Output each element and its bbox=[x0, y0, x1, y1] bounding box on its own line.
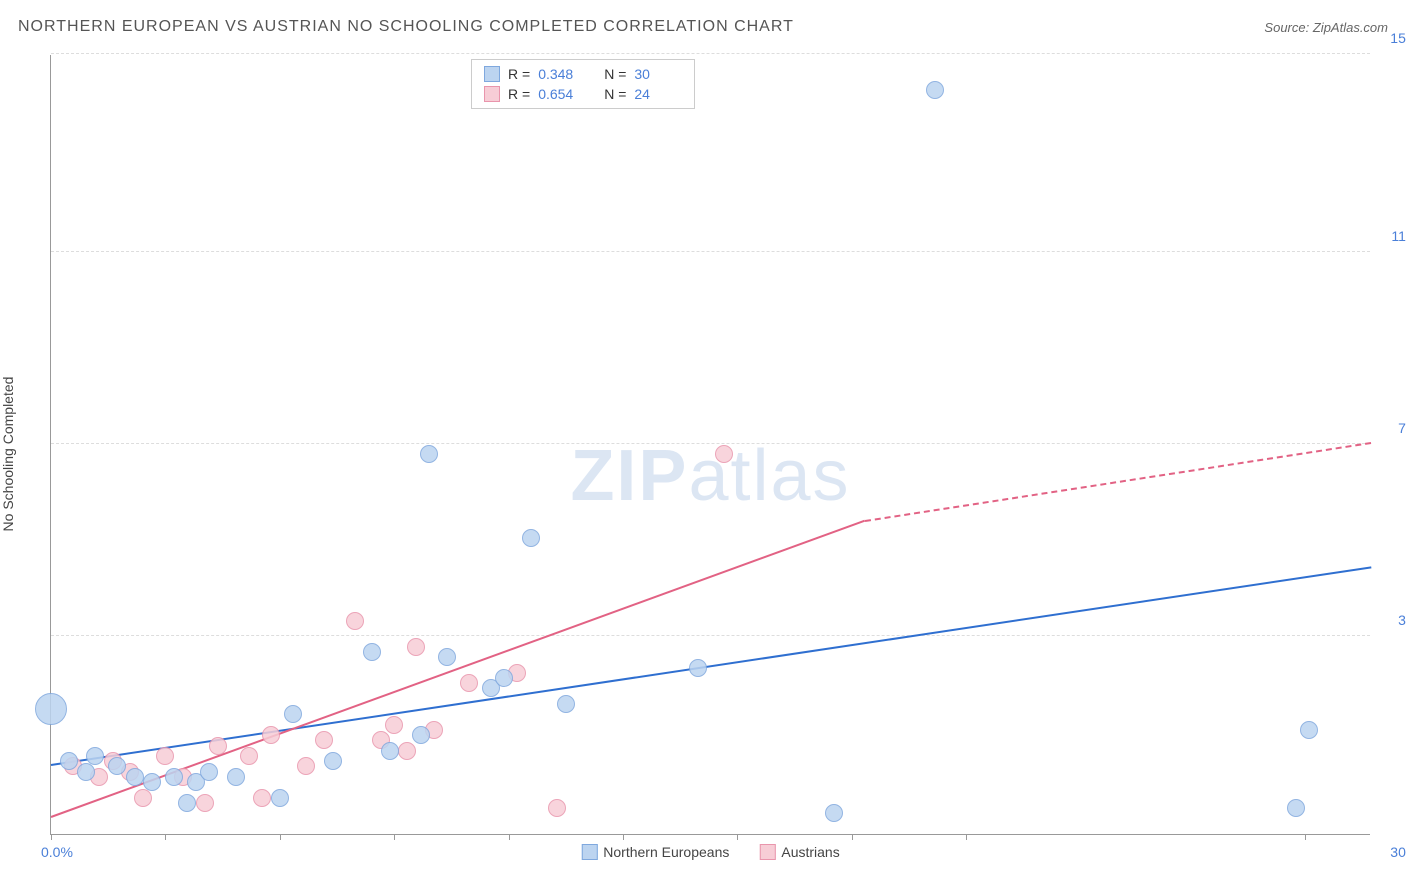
r-value: 0.654 bbox=[538, 86, 586, 102]
y-tick-label: 11.2% bbox=[1375, 228, 1406, 244]
x-tick bbox=[623, 834, 624, 840]
data-point-northern bbox=[165, 768, 183, 786]
x-tick bbox=[51, 834, 52, 840]
data-point-northern bbox=[86, 747, 104, 765]
data-point-austrians bbox=[196, 794, 214, 812]
data-point-northern bbox=[1287, 799, 1305, 817]
trend-line-extrapolated bbox=[865, 442, 1371, 522]
chart-header: NORTHERN EUROPEAN VS AUSTRIAN NO SCHOOLI… bbox=[18, 18, 1388, 36]
n-label: N = bbox=[604, 86, 626, 102]
data-point-northern bbox=[178, 794, 196, 812]
data-point-northern bbox=[77, 763, 95, 781]
x-tick bbox=[394, 834, 395, 840]
x-tick bbox=[165, 834, 166, 840]
n-value: 24 bbox=[634, 86, 682, 102]
data-point-austrians bbox=[297, 757, 315, 775]
data-point-northern bbox=[60, 752, 78, 770]
data-point-northern bbox=[381, 742, 399, 760]
data-point-austrians bbox=[346, 612, 364, 630]
r-label: R = bbox=[508, 86, 530, 102]
gridline bbox=[51, 443, 1370, 444]
data-point-northern bbox=[825, 804, 843, 822]
data-point-northern bbox=[926, 81, 944, 99]
data-point-northern bbox=[438, 648, 456, 666]
swatch-northern-icon bbox=[484, 66, 500, 82]
data-point-austrians bbox=[407, 638, 425, 656]
correlation-legend: R = 0.348 N = 30 R = 0.654 N = 24 bbox=[471, 59, 695, 109]
data-point-northern bbox=[271, 789, 289, 807]
legend-row-northern: R = 0.348 N = 30 bbox=[484, 64, 682, 84]
x-tick bbox=[966, 834, 967, 840]
chart-title: NORTHERN EUROPEAN VS AUSTRIAN NO SCHOOLI… bbox=[18, 18, 794, 36]
data-point-northern bbox=[557, 695, 575, 713]
x-tick bbox=[737, 834, 738, 840]
data-point-austrians bbox=[385, 716, 403, 734]
data-point-austrians bbox=[134, 789, 152, 807]
data-point-austrians bbox=[253, 789, 271, 807]
data-point-northern bbox=[108, 757, 126, 775]
x-tick bbox=[852, 834, 853, 840]
y-tick-label: 7.5% bbox=[1375, 420, 1406, 436]
data-point-austrians bbox=[398, 742, 416, 760]
y-tick-label: 15.0% bbox=[1375, 30, 1406, 46]
chart-source: Source: ZipAtlas.com bbox=[1264, 20, 1388, 35]
data-point-austrians bbox=[460, 674, 478, 692]
x-axis-min-label: 0.0% bbox=[41, 844, 73, 860]
data-point-northern bbox=[522, 529, 540, 547]
legend-label: Northern Europeans bbox=[603, 844, 729, 860]
swatch-austrians-icon bbox=[759, 844, 775, 860]
swatch-austrians-icon bbox=[484, 86, 500, 102]
legend-item-northern: Northern Europeans bbox=[581, 844, 729, 860]
gridline bbox=[51, 635, 1370, 636]
legend-label: Austrians bbox=[781, 844, 839, 860]
data-point-northern bbox=[143, 773, 161, 791]
y-tick-label: 3.8% bbox=[1375, 612, 1406, 628]
data-point-austrians bbox=[715, 445, 733, 463]
data-point-northern bbox=[227, 768, 245, 786]
trend-line bbox=[51, 567, 1371, 767]
data-point-northern bbox=[363, 643, 381, 661]
y-axis-label: No Schooling Completed bbox=[0, 377, 16, 532]
data-point-northern bbox=[412, 726, 430, 744]
data-point-northern bbox=[126, 768, 144, 786]
data-point-northern bbox=[200, 763, 218, 781]
data-point-northern bbox=[420, 445, 438, 463]
data-point-austrians bbox=[209, 737, 227, 755]
gridline bbox=[51, 53, 1370, 54]
source-label: Source: bbox=[1264, 20, 1309, 35]
data-point-austrians bbox=[315, 731, 333, 749]
series-legend: Northern Europeans Austrians bbox=[581, 844, 839, 860]
data-point-northern bbox=[495, 669, 513, 687]
data-point-austrians bbox=[548, 799, 566, 817]
data-point-northern bbox=[1300, 721, 1318, 739]
data-point-austrians bbox=[156, 747, 174, 765]
watermark-light: atlas bbox=[688, 436, 850, 516]
x-axis-max-label: 30.0% bbox=[1390, 844, 1406, 860]
data-point-austrians bbox=[240, 747, 258, 765]
watermark-bold: ZIP bbox=[570, 436, 688, 516]
n-value: 30 bbox=[634, 66, 682, 82]
x-tick bbox=[280, 834, 281, 840]
legend-row-austrians: R = 0.654 N = 24 bbox=[484, 84, 682, 104]
gridline bbox=[51, 251, 1370, 252]
data-point-northern bbox=[35, 693, 67, 725]
data-point-northern bbox=[689, 659, 707, 677]
data-point-austrians bbox=[262, 726, 280, 744]
scatter-chart: ZIPatlas R = 0.348 N = 30 R = 0.654 N = … bbox=[50, 55, 1370, 835]
data-point-northern bbox=[284, 705, 302, 723]
legend-item-austrians: Austrians bbox=[759, 844, 839, 860]
r-label: R = bbox=[508, 66, 530, 82]
data-point-northern bbox=[324, 752, 342, 770]
x-tick bbox=[509, 834, 510, 840]
n-label: N = bbox=[604, 66, 626, 82]
swatch-northern-icon bbox=[581, 844, 597, 860]
watermark: ZIPatlas bbox=[570, 435, 850, 517]
x-tick bbox=[1305, 834, 1306, 840]
r-value: 0.348 bbox=[538, 66, 586, 82]
